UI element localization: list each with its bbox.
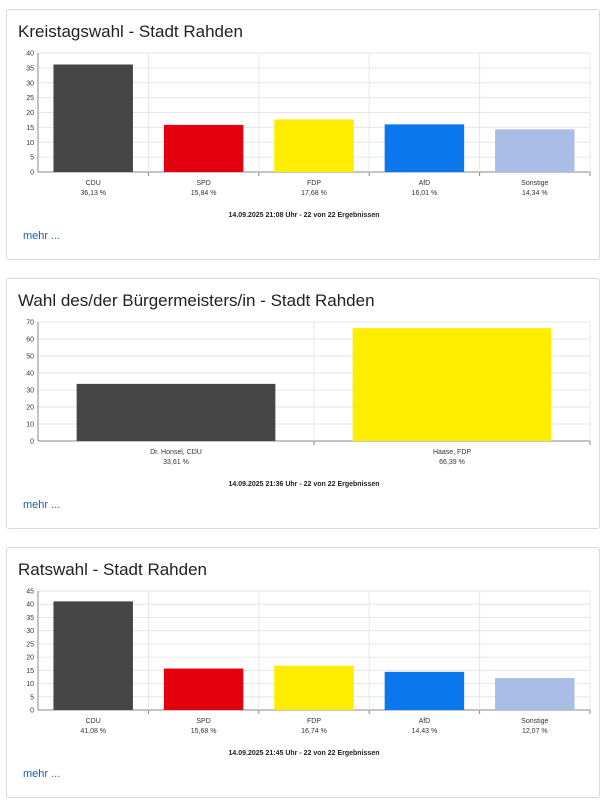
chart-title: Ratswahl - Stadt Rahden bbox=[18, 560, 207, 579]
value-label: 14,43 % bbox=[412, 728, 438, 735]
bar-spd bbox=[163, 668, 244, 710]
y-tick-label: 30 bbox=[26, 80, 34, 87]
y-tick-label: 0 bbox=[30, 708, 34, 715]
result-timestamp: 14.09.2025 21:36 Uhr - 22 von 22 Ergebni… bbox=[229, 481, 380, 488]
value-label: 33,61 % bbox=[163, 459, 189, 466]
bar-chart: 0 5 10 15 20 25 30 35 40 CDU 36,13 % SPD 15,84 % FDP 1… bbox=[26, 51, 591, 219]
y-tick-label: 10 bbox=[26, 422, 34, 429]
value-label: 12,07 % bbox=[522, 728, 548, 735]
y-tick-label: 0 bbox=[30, 439, 34, 446]
category-label: Sonstige bbox=[521, 180, 548, 187]
more-link[interactable]: mehr ... bbox=[23, 499, 61, 511]
y-tick-label: 15 bbox=[26, 125, 34, 132]
value-label: 15,68 % bbox=[191, 728, 217, 735]
more-link[interactable]: mehr ... bbox=[23, 768, 61, 780]
bar-chart: 0 5 10 15 20 25 30 35 40 45 CDU 41,08 % SPD 15,68 % FD… bbox=[26, 589, 591, 757]
chart-title: Kreistagswahl - Stadt Rahden bbox=[18, 22, 243, 41]
bar-dr-honsel-cdu bbox=[76, 383, 276, 441]
bar-spd bbox=[163, 124, 244, 172]
y-tick-label: 40 bbox=[26, 51, 34, 58]
y-tick-label: 50 bbox=[26, 354, 34, 361]
y-tick-label: 40 bbox=[26, 602, 34, 609]
value-label: 41,08 % bbox=[80, 728, 106, 735]
result-timestamp: 14.09.2025 21:08 Uhr - 22 von 22 Ergebni… bbox=[229, 212, 380, 219]
chart-title: Wahl des/der Bürgermeisters/in - Stadt R… bbox=[18, 291, 375, 310]
bar-cdu bbox=[53, 64, 133, 172]
category-label: SPD bbox=[196, 180, 210, 187]
y-tick-label: 35 bbox=[26, 65, 34, 72]
bar-fdp bbox=[274, 665, 354, 710]
y-tick-label: 25 bbox=[26, 641, 34, 648]
bar-sonstige bbox=[495, 129, 575, 172]
category-label: Haase, FDP bbox=[433, 449, 471, 456]
y-tick-label: 15 bbox=[26, 668, 34, 675]
y-tick-label: 10 bbox=[26, 140, 34, 147]
y-tick-label: 60 bbox=[26, 337, 34, 344]
category-label: AfD bbox=[419, 718, 431, 725]
election-card-buergermeisterwahl: Wahl des/der Bürgermeisters/in - Stadt R… bbox=[6, 278, 600, 529]
y-tick-label: 30 bbox=[26, 388, 34, 395]
category-label: Dr. Honsel, CDU bbox=[150, 449, 202, 456]
y-tick-label: 0 bbox=[30, 170, 34, 177]
bar-cdu bbox=[53, 601, 133, 710]
result-timestamp: 14.09.2025 21:45 Uhr - 22 von 22 Ergebni… bbox=[229, 750, 380, 757]
category-label: CDU bbox=[86, 718, 101, 725]
value-label: 36,13 % bbox=[80, 190, 106, 197]
y-tick-label: 35 bbox=[26, 615, 34, 622]
value-label: 15,84 % bbox=[191, 190, 217, 197]
y-tick-label: 70 bbox=[26, 320, 34, 327]
y-tick-label: 45 bbox=[26, 589, 34, 596]
category-label: Sonstige bbox=[521, 718, 548, 725]
y-tick-label: 20 bbox=[26, 405, 34, 412]
more-link[interactable]: mehr ... bbox=[23, 230, 61, 242]
bar-afd bbox=[384, 671, 465, 710]
y-tick-label: 25 bbox=[26, 95, 34, 102]
bar-fdp bbox=[274, 119, 354, 172]
value-label: 66,39 % bbox=[439, 459, 465, 466]
y-tick-label: 5 bbox=[30, 155, 34, 162]
bar-sonstige bbox=[495, 678, 575, 710]
y-tick-label: 40 bbox=[26, 371, 34, 378]
y-tick-label: 20 bbox=[26, 655, 34, 662]
value-label: 16,01 % bbox=[412, 190, 438, 197]
y-tick-label: 10 bbox=[26, 681, 34, 688]
value-label: 17,68 % bbox=[301, 190, 327, 197]
y-tick-label: 20 bbox=[26, 110, 34, 117]
category-label: FDP bbox=[307, 180, 321, 187]
category-label: FDP bbox=[307, 718, 321, 725]
value-label: 16,74 % bbox=[301, 728, 327, 735]
bar-haase-fdp bbox=[352, 328, 552, 441]
category-label: SPD bbox=[196, 718, 210, 725]
bar-afd bbox=[384, 124, 465, 172]
y-tick-label: 5 bbox=[30, 694, 34, 701]
value-label: 14,34 % bbox=[522, 190, 548, 197]
category-label: AfD bbox=[419, 180, 431, 187]
election-card-ratswahl: Ratswahl - Stadt Rahden 0 5 10 15 20 25 30 35 40… bbox=[6, 547, 600, 798]
category-label: CDU bbox=[86, 180, 101, 187]
bar-chart: 0 10 20 30 40 50 60 70 Dr. Honsel, CDU 33,61 % Haa… bbox=[26, 320, 591, 488]
election-card-kreistagswahl: Kreistagswahl - Stadt Rahden 0 5 10 15 20 25 3… bbox=[6, 9, 600, 260]
y-tick-label: 30 bbox=[26, 628, 34, 635]
